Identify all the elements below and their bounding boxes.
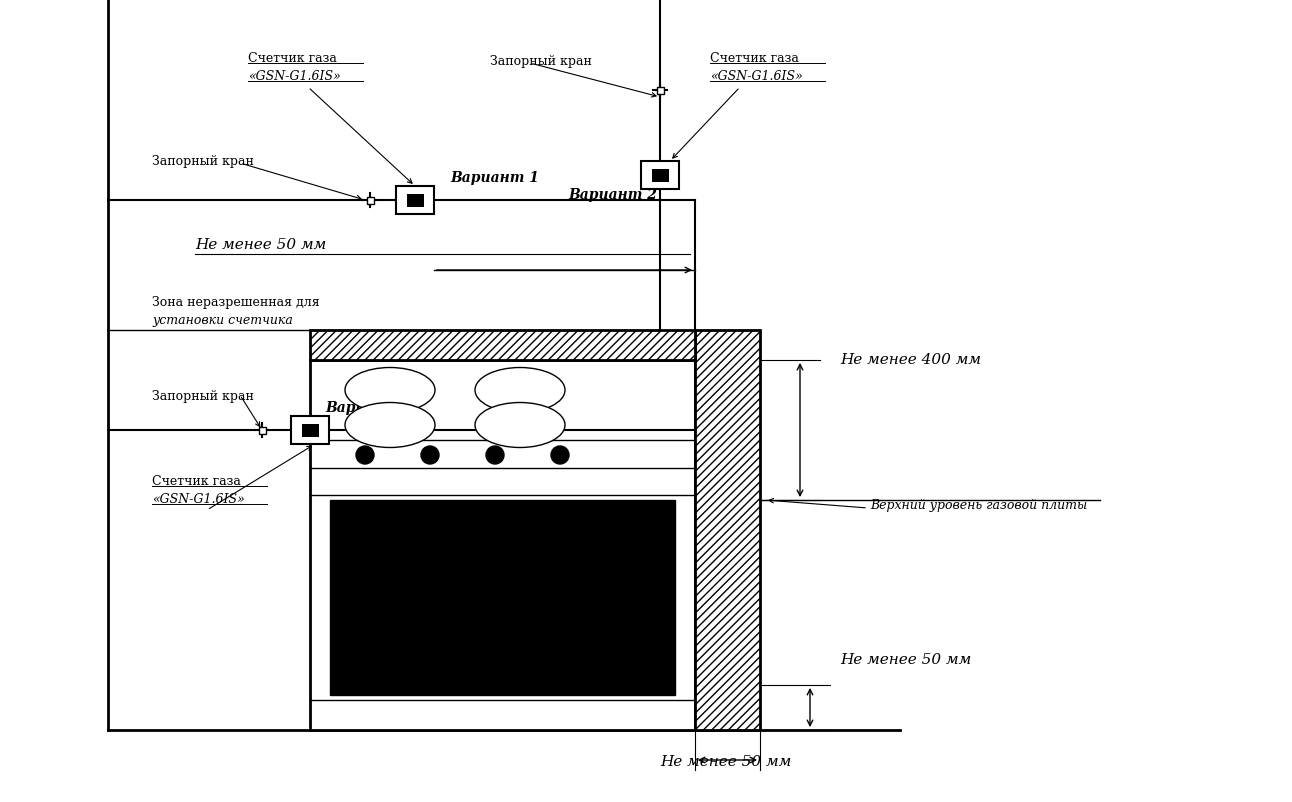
Text: «GSN-G1.6IS»: «GSN-G1.6IS» — [711, 70, 802, 83]
Text: Зона неразрешенная для: Зона неразрешенная для — [152, 296, 319, 309]
Bar — [302, 424, 319, 436]
Bar — [291, 416, 329, 444]
Bar — [652, 169, 669, 181]
Bar — [397, 186, 434, 214]
Circle shape — [486, 446, 504, 464]
Ellipse shape — [345, 367, 435, 412]
Bar — [258, 427, 265, 434]
Bar — [695, 330, 760, 730]
Text: Запорный кран: Запорный кран — [152, 390, 253, 403]
Bar — [367, 196, 373, 204]
Text: Вариант 2: Вариант 2 — [568, 188, 656, 202]
Text: Не менее 50 мм: Не менее 50 мм — [195, 238, 327, 252]
Text: Верхний уровень газовой плиты: Верхний уровень газовой плиты — [870, 499, 1087, 512]
Text: «GSN-G1.6IS»: «GSN-G1.6IS» — [152, 493, 244, 506]
Text: установки счетчика: установки счетчика — [152, 314, 293, 327]
Bar — [310, 330, 695, 360]
Text: Счетчик газа: Счетчик газа — [711, 52, 798, 65]
Text: Не менее 50 мм: Не менее 50 мм — [660, 755, 791, 769]
Text: Запорный кран: Запорный кран — [152, 155, 253, 168]
Text: Не менее 400 мм: Не менее 400 мм — [840, 353, 981, 367]
Ellipse shape — [475, 403, 565, 448]
Text: Счетчик газа: Счетчик газа — [248, 52, 337, 65]
Bar — [641, 161, 680, 189]
Bar — [407, 194, 424, 207]
Ellipse shape — [475, 367, 565, 412]
Bar — [329, 500, 674, 695]
Bar — [656, 87, 664, 94]
Bar — [695, 330, 760, 730]
Ellipse shape — [345, 403, 435, 448]
Text: Вариант 3: Вариант 3 — [326, 401, 413, 415]
Text: «GSN-G1.6IS»: «GSN-G1.6IS» — [248, 70, 341, 83]
Text: Вариант 1: Вариант 1 — [450, 171, 539, 185]
Bar — [310, 360, 695, 730]
Text: Не менее 50 мм: Не менее 50 мм — [840, 653, 972, 667]
Text: Запорный кран: Запорный кран — [490, 55, 592, 68]
Circle shape — [550, 446, 568, 464]
Text: Счетчик газа: Счетчик газа — [152, 475, 240, 488]
Bar — [310, 330, 695, 360]
Circle shape — [421, 446, 439, 464]
Circle shape — [357, 446, 373, 464]
